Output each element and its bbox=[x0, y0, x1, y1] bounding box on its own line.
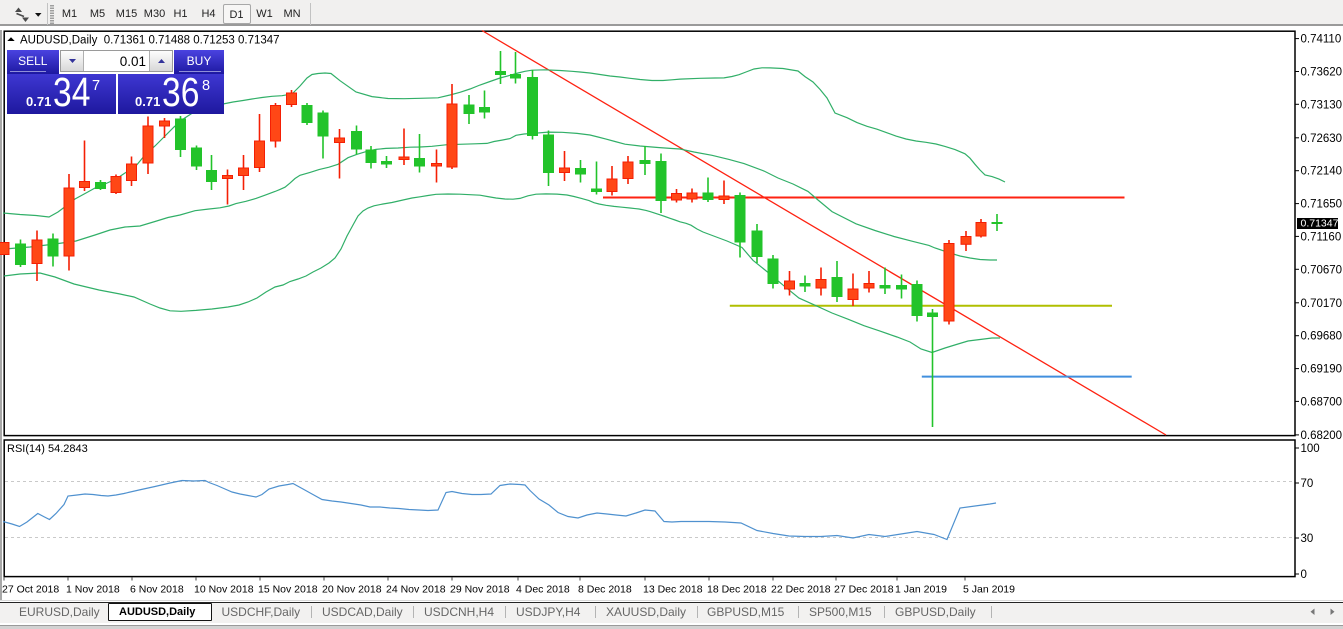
svg-text:0.73130: 0.73130 bbox=[1301, 99, 1343, 111]
svg-text:0.73620: 0.73620 bbox=[1301, 67, 1343, 79]
svg-text:13 Dec 2018: 13 Dec 2018 bbox=[643, 584, 703, 596]
svg-text:29 Nov 2018: 29 Nov 2018 bbox=[450, 584, 510, 596]
svg-text:0.72140: 0.72140 bbox=[1301, 166, 1343, 178]
svg-text:5 Jan 2019: 5 Jan 2019 bbox=[963, 584, 1015, 596]
svg-text:1 Jan 2019: 1 Jan 2019 bbox=[895, 584, 947, 596]
svg-text:0.68700: 0.68700 bbox=[1301, 396, 1343, 408]
svg-text:0.68200: 0.68200 bbox=[1301, 430, 1343, 442]
svg-text:1 Nov 2018: 1 Nov 2018 bbox=[66, 584, 120, 596]
svg-text:0: 0 bbox=[1301, 569, 1307, 581]
svg-text:0.74110: 0.74110 bbox=[1301, 34, 1342, 46]
svg-text:0.70170: 0.70170 bbox=[1301, 298, 1343, 310]
svg-text:27 Dec 2018: 27 Dec 2018 bbox=[834, 584, 894, 596]
svg-text:20 Nov 2018: 20 Nov 2018 bbox=[322, 584, 382, 596]
svg-text:0.71160: 0.71160 bbox=[1301, 231, 1342, 243]
svg-text:0.69680: 0.69680 bbox=[1301, 331, 1343, 343]
svg-text:0.71347: 0.71347 bbox=[1301, 218, 1339, 230]
svg-text:22 Dec 2018: 22 Dec 2018 bbox=[771, 584, 831, 596]
svg-text:4 Dec 2018: 4 Dec 2018 bbox=[516, 584, 570, 596]
svg-text:30: 30 bbox=[1301, 533, 1314, 545]
svg-text:0.70670: 0.70670 bbox=[1301, 264, 1343, 276]
svg-text:24 Nov 2018: 24 Nov 2018 bbox=[386, 584, 446, 596]
svg-text:0.72630: 0.72630 bbox=[1301, 133, 1343, 145]
svg-text:27 Oct 2018: 27 Oct 2018 bbox=[2, 584, 59, 596]
svg-text:AUDUSD,Daily 0.71361 0.71488: AUDUSD,Daily 0.71361 0.71488 0.71253 0.7… bbox=[20, 35, 280, 47]
svg-text:100: 100 bbox=[1301, 443, 1320, 455]
svg-text:10 Nov 2018: 10 Nov 2018 bbox=[194, 584, 254, 596]
svg-text:15 Nov 2018: 15 Nov 2018 bbox=[258, 584, 318, 596]
svg-text:6 Nov 2018: 6 Nov 2018 bbox=[130, 584, 184, 596]
svg-text:18 Dec 2018: 18 Dec 2018 bbox=[707, 584, 767, 596]
svg-text:0.71650: 0.71650 bbox=[1301, 199, 1343, 211]
svg-text:RSI(14) 54.2843: RSI(14) 54.2843 bbox=[7, 443, 88, 455]
svg-text:0.69190: 0.69190 bbox=[1301, 364, 1343, 376]
svg-text:70: 70 bbox=[1301, 478, 1314, 490]
svg-text:8 Dec 2018: 8 Dec 2018 bbox=[578, 584, 632, 596]
